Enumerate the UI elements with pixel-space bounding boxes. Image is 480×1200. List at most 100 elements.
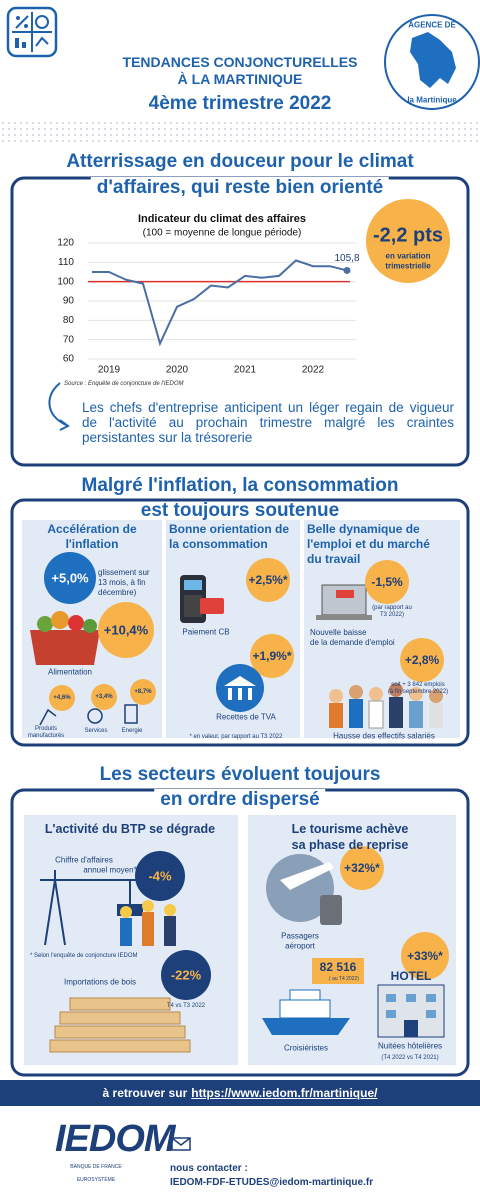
footer-link[interactable]: https://www.iedom.fr/martinique/ bbox=[191, 1086, 378, 1100]
panel-title: L'activité du BTP se dégrade bbox=[44, 822, 216, 836]
y-tick-label: 100 bbox=[57, 276, 74, 287]
bubble-value: -4% bbox=[148, 868, 172, 884]
bubble-label: manufacturés bbox=[27, 733, 65, 739]
bubble-label: Produits bbox=[34, 726, 58, 732]
bubble-label: Paiement CB bbox=[182, 627, 230, 637]
badge-text: la Martinique bbox=[407, 95, 457, 105]
highlight-bubble bbox=[366, 199, 450, 283]
laptop-icon bbox=[316, 584, 372, 620]
bubble-label: Services bbox=[84, 728, 108, 734]
footer-bar bbox=[0, 1080, 480, 1106]
x-tick-label: 2020 bbox=[166, 365, 189, 376]
y-tick-label: 80 bbox=[63, 315, 75, 326]
panel-title: Le tourisme achève bbox=[291, 822, 409, 836]
bubble bbox=[130, 679, 156, 705]
bubble bbox=[91, 684, 117, 710]
label: Chiffre d'affaires bbox=[55, 855, 113, 865]
bubble-value: +2,5%* bbox=[248, 573, 288, 587]
label: annuel moyen* bbox=[83, 865, 137, 875]
section-heading: en ordre dispersé bbox=[154, 789, 326, 811]
bubble bbox=[98, 602, 154, 658]
label: Importations de bois bbox=[63, 977, 137, 987]
header-icon bbox=[6, 6, 58, 58]
y-tick-label: 110 bbox=[58, 257, 74, 268]
bubble bbox=[246, 558, 290, 602]
highlight-value: -2,2 pts bbox=[372, 224, 444, 247]
panel-title: l'inflation bbox=[65, 537, 119, 551]
bubble bbox=[365, 560, 409, 604]
arrow-head bbox=[59, 419, 70, 431]
section-heading: Les secteurs évoluent toujours bbox=[93, 764, 387, 786]
ship-icon bbox=[262, 989, 350, 1035]
header-period: 4ème trimestre 2022 bbox=[148, 93, 332, 114]
panel-title: l'emploi et du marché bbox=[307, 537, 430, 551]
builders-icon bbox=[120, 900, 176, 946]
bubble-label: glissement sur bbox=[98, 568, 150, 577]
section-heading: Malgré l'inflation, la consommation bbox=[75, 475, 405, 497]
label-box bbox=[312, 958, 364, 984]
note: T3 2022) bbox=[379, 612, 405, 618]
bubble-value: +5,0% bbox=[51, 570, 89, 586]
bubble bbox=[340, 846, 384, 890]
bubble-value: +1,9%* bbox=[252, 649, 292, 663]
card-terminal-icon bbox=[180, 575, 224, 623]
chart-subtitle: (100 = moyenne de longue période) bbox=[142, 227, 302, 239]
footer-line: à retrouver sur https://www.iedom.fr/mar… bbox=[0, 1080, 480, 1106]
note: * Selon l'enquête de conjoncture IEDOM bbox=[30, 953, 138, 959]
label: aéroport bbox=[285, 941, 315, 951]
bubble-value: +8,7% bbox=[134, 689, 152, 695]
hotel-icon bbox=[377, 984, 445, 1038]
bubble-label: Nouvelle baisse bbox=[310, 628, 367, 637]
agency-badge bbox=[384, 14, 480, 110]
note: T4 vs T3 2022 bbox=[166, 1003, 206, 1009]
bubble-value: +33%* bbox=[407, 949, 443, 963]
cruise-value: 82 516 bbox=[319, 960, 357, 974]
bubble-value: -22% bbox=[170, 967, 202, 983]
bubble-label: Hausse des effectifs salariés bbox=[333, 731, 435, 741]
bubble-value: -1,5% bbox=[371, 575, 403, 589]
hotel-sign: HOTEL bbox=[390, 969, 432, 983]
panel-title: Bonne orientation de bbox=[169, 522, 289, 536]
sector-icons bbox=[39, 704, 138, 726]
section-heading: d'affaires, qui reste bien orienté bbox=[90, 177, 390, 199]
bubble-label: décembre) bbox=[98, 588, 137, 597]
bubble-value: +3,4% bbox=[95, 694, 113, 700]
label: Croisiéristes bbox=[283, 1043, 329, 1053]
bubble-value: +32%* bbox=[344, 861, 380, 875]
chart-source: Source : Enquête de conjoncture de l'IED… bbox=[64, 381, 184, 387]
section-text: Les chefs d'entreprise anticipent un lég… bbox=[82, 400, 454, 445]
logo-sub: BANQUE DE FRANCE bbox=[70, 1164, 122, 1170]
bubble-value: +10,4% bbox=[103, 622, 149, 638]
wood-icon bbox=[49, 997, 191, 1053]
contact-email: IEDOM-FDF-ETUDES@iedom-martinique.fr bbox=[170, 1177, 374, 1188]
value-label: 105,8 bbox=[334, 253, 359, 264]
label: Passagers bbox=[281, 931, 319, 941]
note: (par rapport au bbox=[372, 605, 412, 611]
bubble-label: Recettes de TVA bbox=[216, 712, 276, 722]
section-heading: Atterrissage en douceur pour le climat bbox=[60, 151, 420, 173]
highlight-caption: trimestrielle bbox=[385, 261, 431, 271]
contact-label: nous contacter : bbox=[170, 1163, 248, 1174]
panel-title: Accélération de bbox=[47, 522, 137, 536]
footer-prefix: à retrouver sur bbox=[102, 1086, 188, 1100]
y-tick-label: 70 bbox=[63, 334, 75, 345]
logo: IEDOM bbox=[55, 1118, 176, 1160]
line-series bbox=[92, 259, 348, 347]
header-title: TENDANCES CONJONCTURELLES bbox=[122, 54, 358, 70]
x-tick-label: 2021 bbox=[234, 365, 257, 376]
chart: 60 70 80 90 100 110 120 2019 2020 2021 2022 105,8 bbox=[57, 238, 360, 376]
note: * en valeur, par rapport au T3 2022 bbox=[189, 734, 283, 740]
panel-title: la consommation bbox=[169, 537, 268, 551]
bubble-label: Alimentation bbox=[47, 667, 93, 677]
highlight-caption: en variation bbox=[385, 251, 431, 261]
dotted-band bbox=[0, 120, 480, 142]
arrow bbox=[48, 382, 67, 426]
chart-title: Indicateur du climat des affaires bbox=[137, 213, 307, 225]
note: soit + 3 842 emplois bbox=[391, 682, 445, 688]
workers-icon bbox=[329, 683, 443, 729]
bubble-value: +2,8% bbox=[404, 653, 440, 667]
section-frame bbox=[10, 498, 470, 747]
